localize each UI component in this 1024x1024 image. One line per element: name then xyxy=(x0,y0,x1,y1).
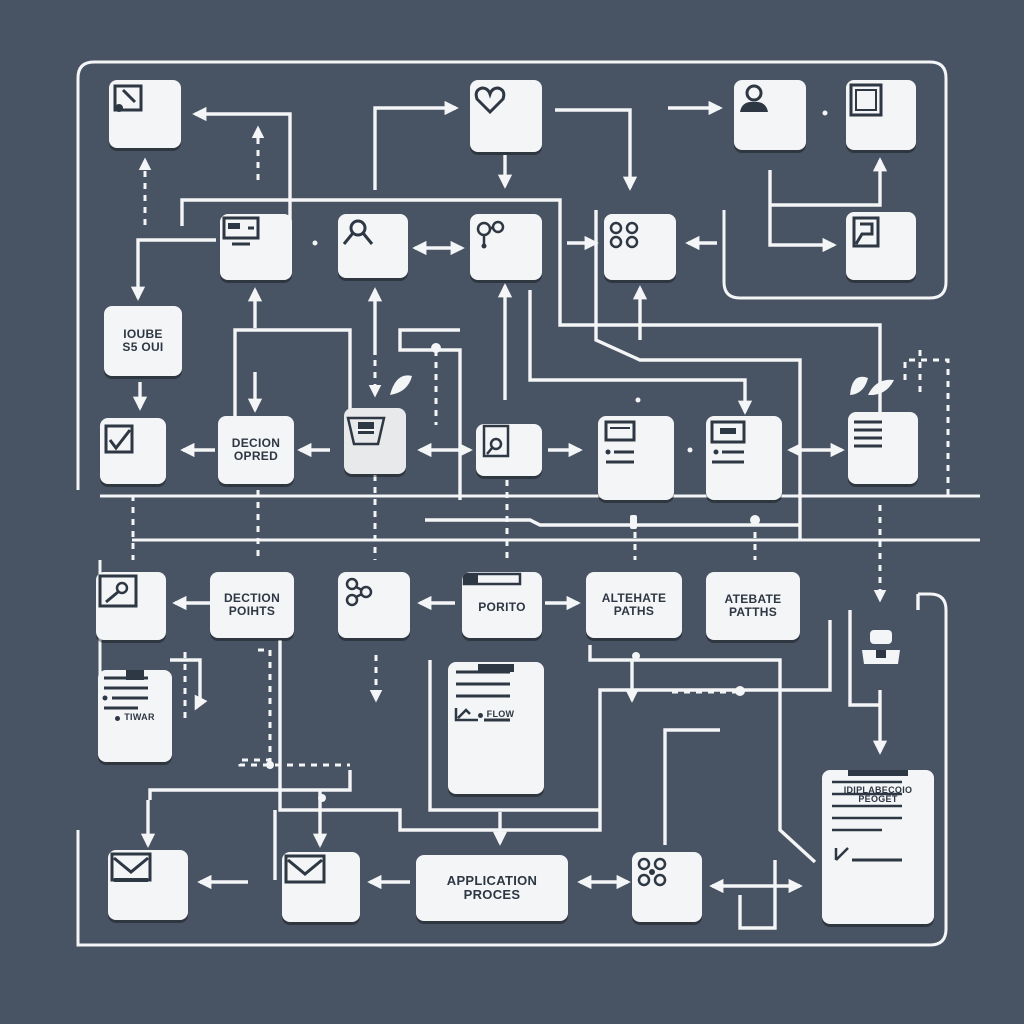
application-doc-lines-icon xyxy=(832,780,902,862)
hub-icon xyxy=(637,857,667,887)
bullet-icon xyxy=(477,712,483,718)
node-application-doc[interactable]: IDIPLABECOIO PEOGET xyxy=(822,770,934,924)
decision-opred-label-line2: OPRED xyxy=(233,449,279,463)
screen-card-icon xyxy=(604,420,636,464)
node-select-icon[interactable] xyxy=(109,80,181,148)
link-cluster-icon xyxy=(345,577,373,607)
clipboard-search-icon xyxy=(482,424,510,458)
node-document-list[interactable] xyxy=(848,412,918,484)
heart-icon xyxy=(474,86,506,115)
node-cluster[interactable] xyxy=(604,214,676,280)
cluster-icon xyxy=(609,221,639,249)
application-doc-label-line1: IDIPLABECOIO xyxy=(843,785,913,795)
node-document-edit[interactable] xyxy=(846,212,916,280)
frame-icon xyxy=(849,83,883,117)
node-decision-opred[interactable]: DECION OPRED xyxy=(218,416,294,484)
alternate-paths-1-label-line2: PATHS xyxy=(613,604,655,618)
node-house-stoui[interactable]: IOUBE S5 OUI xyxy=(104,306,182,376)
flow-doc-lines-icon xyxy=(454,670,510,722)
node-image-search[interactable] xyxy=(96,572,166,640)
node-clipboard-tiwar[interactable]: TIWAR xyxy=(98,670,172,762)
clip-icon xyxy=(126,670,144,680)
decision-opred-label-line1: DECION xyxy=(231,436,281,451)
node-chart-check[interactable] xyxy=(100,418,166,484)
node-portio[interactable]: PORITO xyxy=(462,572,542,638)
bar-icon xyxy=(462,572,522,586)
doc-clip-icon xyxy=(848,770,908,776)
node-mail-1[interactable] xyxy=(108,850,188,920)
document-list-icon xyxy=(854,420,882,448)
portio-label: PORITO xyxy=(478,599,526,614)
solid-connectors xyxy=(130,100,920,930)
node-heart[interactable] xyxy=(470,80,542,152)
node-decision-points[interactable]: DECTION POIHTS xyxy=(210,572,294,638)
node-alternate-paths-1[interactable]: ALTEHATE PATHS xyxy=(586,572,682,638)
application-doc-label-line2: PEOGET xyxy=(858,794,898,805)
mail-icon-2 xyxy=(284,854,326,884)
clip-bar-icon xyxy=(478,664,514,672)
leaf-ornaments xyxy=(390,375,894,396)
node-monitor[interactable] xyxy=(220,214,292,280)
document-edit-icon xyxy=(852,216,880,248)
node-frame[interactable] xyxy=(846,80,916,150)
decision-points-label-line1: DECTION xyxy=(223,591,281,606)
flow-doc-label: FLOW xyxy=(486,709,515,720)
node-user[interactable] xyxy=(734,80,806,150)
node-monitor-card[interactable] xyxy=(706,416,782,500)
search-icon xyxy=(342,219,374,245)
monitor-icon xyxy=(222,216,260,246)
house-stoui-label-line2: S5 OUI xyxy=(122,340,164,354)
connector-dots xyxy=(266,110,828,802)
node-mail-2[interactable] xyxy=(282,852,360,922)
alternate-paths-1-label-line1: ALTEHATE xyxy=(601,591,667,606)
bullet-icon xyxy=(115,715,121,721)
node-search[interactable] xyxy=(338,214,408,278)
person-desk-icon xyxy=(862,630,900,664)
cursor-frame-icon xyxy=(113,84,143,112)
monitor-card-icon xyxy=(710,420,746,464)
image-search-icon xyxy=(98,574,138,608)
node-application-process[interactable]: APPLICATION PROCES xyxy=(416,855,568,921)
nodes-icon xyxy=(476,220,505,249)
node-nodes[interactable] xyxy=(470,214,542,280)
mail-icon xyxy=(110,852,152,882)
user-icon xyxy=(740,84,768,112)
list-lines-icon xyxy=(102,676,148,710)
node-flow-doc[interactable]: FLOW xyxy=(448,662,544,794)
node-person-desk[interactable] xyxy=(858,626,906,672)
house-stoui-label-line1: IOUBE xyxy=(123,327,163,342)
alternate-paths-2-label-line2: PATTHS xyxy=(728,605,778,619)
clipboard-tiwar-label: TIWAR xyxy=(124,712,155,723)
node-alternate-paths-2[interactable]: ATEBATE PATTHS xyxy=(706,572,800,640)
application-process-label-line2: PROCES xyxy=(463,887,521,902)
node-clipboard-search[interactable] xyxy=(476,424,542,476)
plant-box-icon xyxy=(346,416,386,446)
node-hub[interactable] xyxy=(632,852,702,922)
node-screen-card[interactable] xyxy=(598,416,674,500)
application-process-label-line1: APPLICATION xyxy=(446,873,538,889)
alternate-paths-2-label-line1: ATEBATE xyxy=(724,592,782,607)
dashed-connectors xyxy=(131,125,950,767)
decision-points-label-line2: POIHTS xyxy=(228,604,276,618)
node-link-cluster[interactable] xyxy=(338,572,410,638)
chart-check-icon xyxy=(104,424,134,454)
node-plant-box[interactable] xyxy=(344,408,406,474)
